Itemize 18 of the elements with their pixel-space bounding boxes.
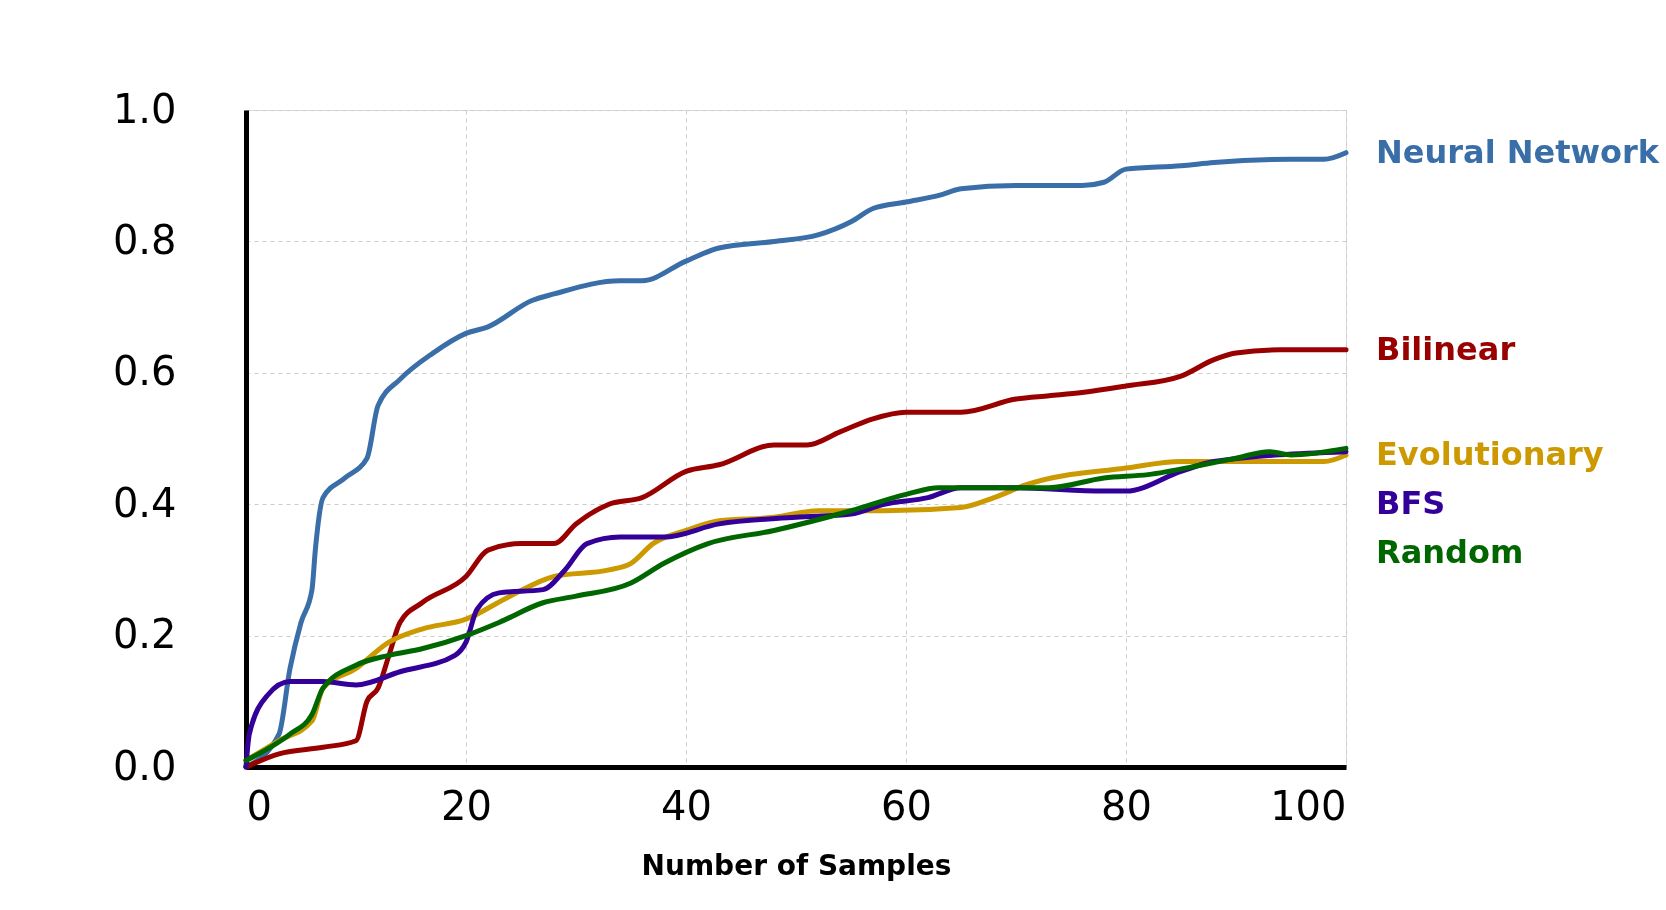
series-label: Neural Network (1376, 132, 1660, 171)
series-label: Evolutionary (1376, 434, 1604, 473)
series-label: BFS (1376, 484, 1446, 523)
y-tick-label: 0.8 (112, 216, 177, 263)
x-tick-label: 100 (1270, 782, 1347, 829)
x-tick-label: 20 (441, 782, 492, 829)
x-tick-label: 40 (661, 782, 712, 829)
y-tick-label: 0.6 (112, 348, 177, 395)
y-tick-label: 0.4 (112, 479, 177, 526)
series-label: Bilinear (1376, 329, 1516, 368)
text: Random (1376, 533, 1524, 572)
x-axis-title: Number of Samples (641, 848, 952, 882)
y-tick-label: 1.0 (112, 85, 177, 132)
x-tick-label: 80 (1101, 782, 1152, 829)
x-tick-label: 60 (881, 782, 932, 829)
y-tick-label: 0.2 (112, 611, 177, 658)
y-tick-label: 0.0 (112, 742, 177, 789)
x-tick-label: 0 (246, 782, 272, 829)
